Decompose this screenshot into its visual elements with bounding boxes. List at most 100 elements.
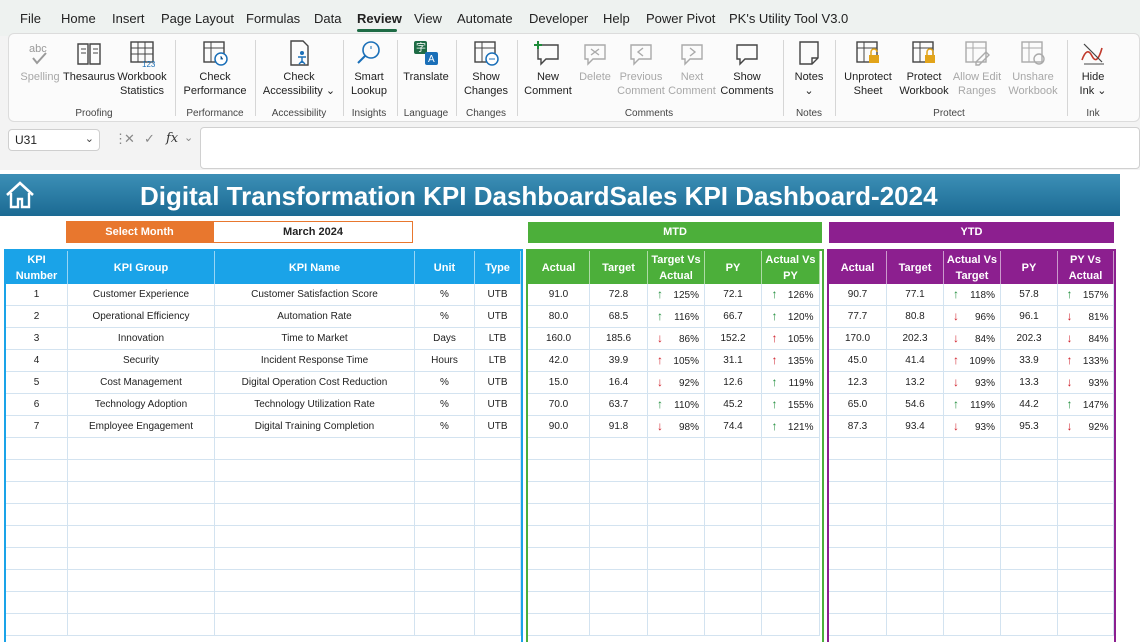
mtd-actual-vs-py-cell[interactable]: ↑ 135%: [762, 350, 820, 371]
ytd-target-cell[interactable]: [887, 482, 944, 503]
check-performance-button[interactable]: Check Performance: [183, 38, 247, 98]
kpi-group-cell[interactable]: Technology Adoption: [68, 394, 215, 415]
type-cell[interactable]: UTB: [475, 284, 521, 305]
protect-workbook-button[interactable]: Protect Workbook: [897, 38, 951, 98]
type-cell[interactable]: LTB: [475, 328, 521, 349]
show-comments-button[interactable]: Show Comments: [719, 38, 775, 98]
kpi-number-cell[interactable]: [6, 548, 68, 569]
ytd-target-cell[interactable]: 54.6: [887, 394, 944, 415]
tab-home[interactable]: Home: [61, 11, 96, 26]
ytd-target-cell[interactable]: [887, 504, 944, 525]
tab-pk-utility-tool[interactable]: PK's Utility Tool V3.0: [729, 11, 849, 26]
type-cell[interactable]: UTB: [475, 394, 521, 415]
mtd-actual-cell[interactable]: 80.0: [528, 306, 590, 327]
formula-input[interactable]: [200, 127, 1140, 169]
mtd-actual-vs-py-cell[interactable]: [762, 482, 820, 503]
mtd-target-cell[interactable]: 72.8: [590, 284, 648, 305]
unit-cell[interactable]: [415, 570, 475, 591]
mtd-target-cell[interactable]: [590, 526, 648, 547]
kpi-name-cell[interactable]: [215, 438, 415, 459]
type-cell[interactable]: [475, 504, 521, 525]
mtd-actual-cell[interactable]: 42.0: [528, 350, 590, 371]
workbook-statistics-button[interactable]: 123 Workbook Statistics: [115, 38, 169, 98]
mtd-actual-cell[interactable]: 70.0: [528, 394, 590, 415]
kpi-group-cell[interactable]: Security: [68, 350, 215, 371]
ytd-actual-cell[interactable]: 12.3: [829, 372, 887, 393]
unit-cell[interactable]: [415, 460, 475, 481]
ytd-actual-vs-target-cell[interactable]: ↑ 118%: [944, 284, 1001, 305]
mtd-target-vs-actual-cell[interactable]: [648, 504, 705, 525]
kpi-name-cell[interactable]: Time to Market: [215, 328, 415, 349]
unit-cell[interactable]: [415, 504, 475, 525]
insert-function-button[interactable]: fx: [166, 131, 179, 146]
unit-cell[interactable]: %: [415, 416, 475, 437]
ytd-target-cell[interactable]: 202.3: [887, 328, 944, 349]
kpi-name-cell[interactable]: [215, 504, 415, 525]
ytd-actual-cell[interactable]: [829, 482, 887, 503]
mtd-target-vs-actual-cell[interactable]: [648, 460, 705, 481]
enter-icon[interactable]: ✓: [144, 131, 155, 146]
ytd-py-cell[interactable]: 33.9: [1001, 350, 1058, 371]
mtd-target-cell[interactable]: [590, 570, 648, 591]
ytd-actual-cell[interactable]: [829, 614, 887, 635]
unshare-workbook-button[interactable]: Unshare Workbook: [1005, 38, 1061, 98]
mtd-target-vs-actual-cell[interactable]: ↑ 125%: [648, 284, 705, 305]
mtd-py-cell[interactable]: 66.7: [705, 306, 762, 327]
ytd-actual-vs-target-cell[interactable]: ↓ 93%: [944, 372, 1001, 393]
unit-cell[interactable]: Hours: [415, 350, 475, 371]
kpi-name-cell[interactable]: Customer Satisfaction Score: [215, 284, 415, 305]
ytd-py-vs-actual-cell[interactable]: [1058, 504, 1114, 525]
type-cell[interactable]: UTB: [475, 372, 521, 393]
ytd-actual-vs-target-cell[interactable]: [944, 482, 1001, 503]
kpi-group-cell[interactable]: Cost Management: [68, 372, 215, 393]
chevron-down-icon[interactable]: ⌄: [184, 132, 194, 144]
ytd-actual-cell[interactable]: [829, 592, 887, 613]
ytd-py-vs-actual-cell[interactable]: [1058, 460, 1114, 481]
mtd-target-cell[interactable]: [590, 438, 648, 459]
ytd-target-cell[interactable]: [887, 460, 944, 481]
mtd-py-cell[interactable]: [705, 570, 762, 591]
ytd-target-cell[interactable]: 13.2: [887, 372, 944, 393]
mtd-actual-vs-py-cell[interactable]: ↑ 119%: [762, 372, 820, 393]
kpi-name-cell[interactable]: [215, 570, 415, 591]
tab-help[interactable]: Help: [603, 11, 630, 26]
ytd-py-cell[interactable]: [1001, 504, 1058, 525]
kpi-number-cell[interactable]: 7: [6, 416, 68, 437]
name-box[interactable]: U31 ⌄: [8, 129, 100, 151]
type-cell[interactable]: [475, 614, 521, 635]
unit-cell[interactable]: %: [415, 372, 475, 393]
tab-page-layout[interactable]: Page Layout: [161, 11, 235, 26]
mtd-target-cell[interactable]: 16.4: [590, 372, 648, 393]
ytd-actual-cell[interactable]: [829, 570, 887, 591]
ytd-py-cell[interactable]: 13.3: [1001, 372, 1058, 393]
kpi-group-cell[interactable]: [68, 460, 215, 481]
ytd-py-vs-actual-cell[interactable]: [1058, 482, 1114, 503]
kpi-number-cell[interactable]: [6, 482, 68, 503]
kpi-group-cell[interactable]: Innovation: [68, 328, 215, 349]
kpi-group-cell[interactable]: [68, 504, 215, 525]
ytd-actual-cell[interactable]: 77.7: [829, 306, 887, 327]
ytd-py-cell[interactable]: 96.1: [1001, 306, 1058, 327]
ytd-py-vs-actual-cell[interactable]: ↑ 133%: [1058, 350, 1114, 371]
next-comment-button[interactable]: Next Comment: [667, 38, 717, 98]
ytd-actual-vs-target-cell[interactable]: [944, 614, 1001, 635]
worksheet[interactable]: Digital Transformation KPI DashboardSale…: [0, 170, 1140, 642]
mtd-py-cell[interactable]: [705, 438, 762, 459]
mtd-actual-cell[interactable]: [528, 482, 590, 503]
tab-developer[interactable]: Developer: [529, 11, 589, 26]
kpi-group-cell[interactable]: Operational Efficiency: [68, 306, 215, 327]
unprotect-sheet-button[interactable]: Unprotect Sheet: [841, 38, 895, 98]
kpi-number-cell[interactable]: 4: [6, 350, 68, 371]
mtd-actual-vs-py-cell[interactable]: ↑ 105%: [762, 328, 820, 349]
mtd-py-cell[interactable]: 31.1: [705, 350, 762, 371]
ytd-actual-vs-target-cell[interactable]: [944, 504, 1001, 525]
new-comment-button[interactable]: New Comment: [523, 38, 573, 98]
kpi-group-cell[interactable]: [68, 548, 215, 569]
mtd-target-vs-actual-cell[interactable]: [648, 570, 705, 591]
unit-cell[interactable]: %: [415, 306, 475, 327]
type-cell[interactable]: LTB: [475, 350, 521, 371]
ytd-py-vs-actual-cell[interactable]: ↑ 147%: [1058, 394, 1114, 415]
ytd-py-cell[interactable]: [1001, 438, 1058, 459]
type-cell[interactable]: [475, 570, 521, 591]
show-changes-button[interactable]: Show Changes: [461, 38, 511, 98]
